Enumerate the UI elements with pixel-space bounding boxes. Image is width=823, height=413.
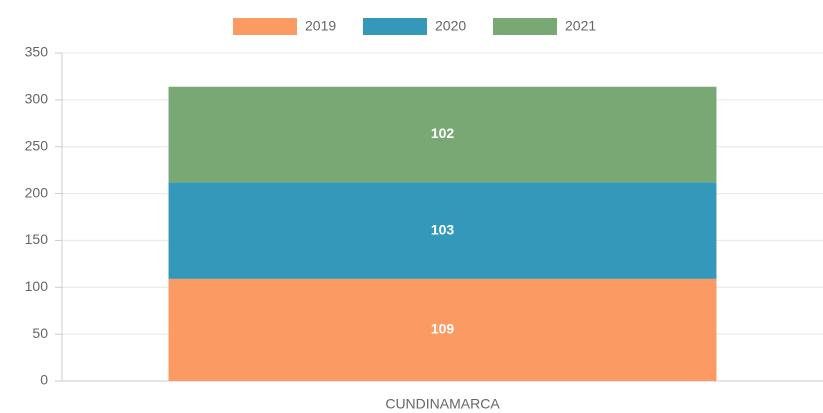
bar-segment — [168, 278, 717, 381]
bar-segment — [168, 86, 717, 183]
y-tick-label: 100 — [25, 278, 49, 294]
y-tick-label: 200 — [25, 184, 49, 200]
y-tick-label: 300 — [25, 91, 49, 107]
bar-segment — [168, 182, 717, 279]
y-tick-label: 350 — [25, 44, 49, 60]
x-tick-label: CUNDINAMARCA — [385, 396, 500, 412]
legend-swatch — [363, 18, 427, 35]
y-tick-label: 50 — [32, 325, 48, 341]
legend-label: 2020 — [435, 18, 466, 34]
y-tick-label: 0 — [40, 372, 48, 388]
data-label: 102 — [431, 125, 455, 141]
data-label: 109 — [431, 321, 455, 337]
legend-label: 2019 — [305, 18, 336, 34]
legend-swatch — [493, 18, 557, 35]
legend-swatch — [233, 18, 297, 35]
y-tick-label: 250 — [25, 137, 49, 153]
data-label: 103 — [431, 221, 455, 237]
y-tick-label: 150 — [25, 231, 49, 247]
legend-label: 2021 — [565, 18, 596, 34]
